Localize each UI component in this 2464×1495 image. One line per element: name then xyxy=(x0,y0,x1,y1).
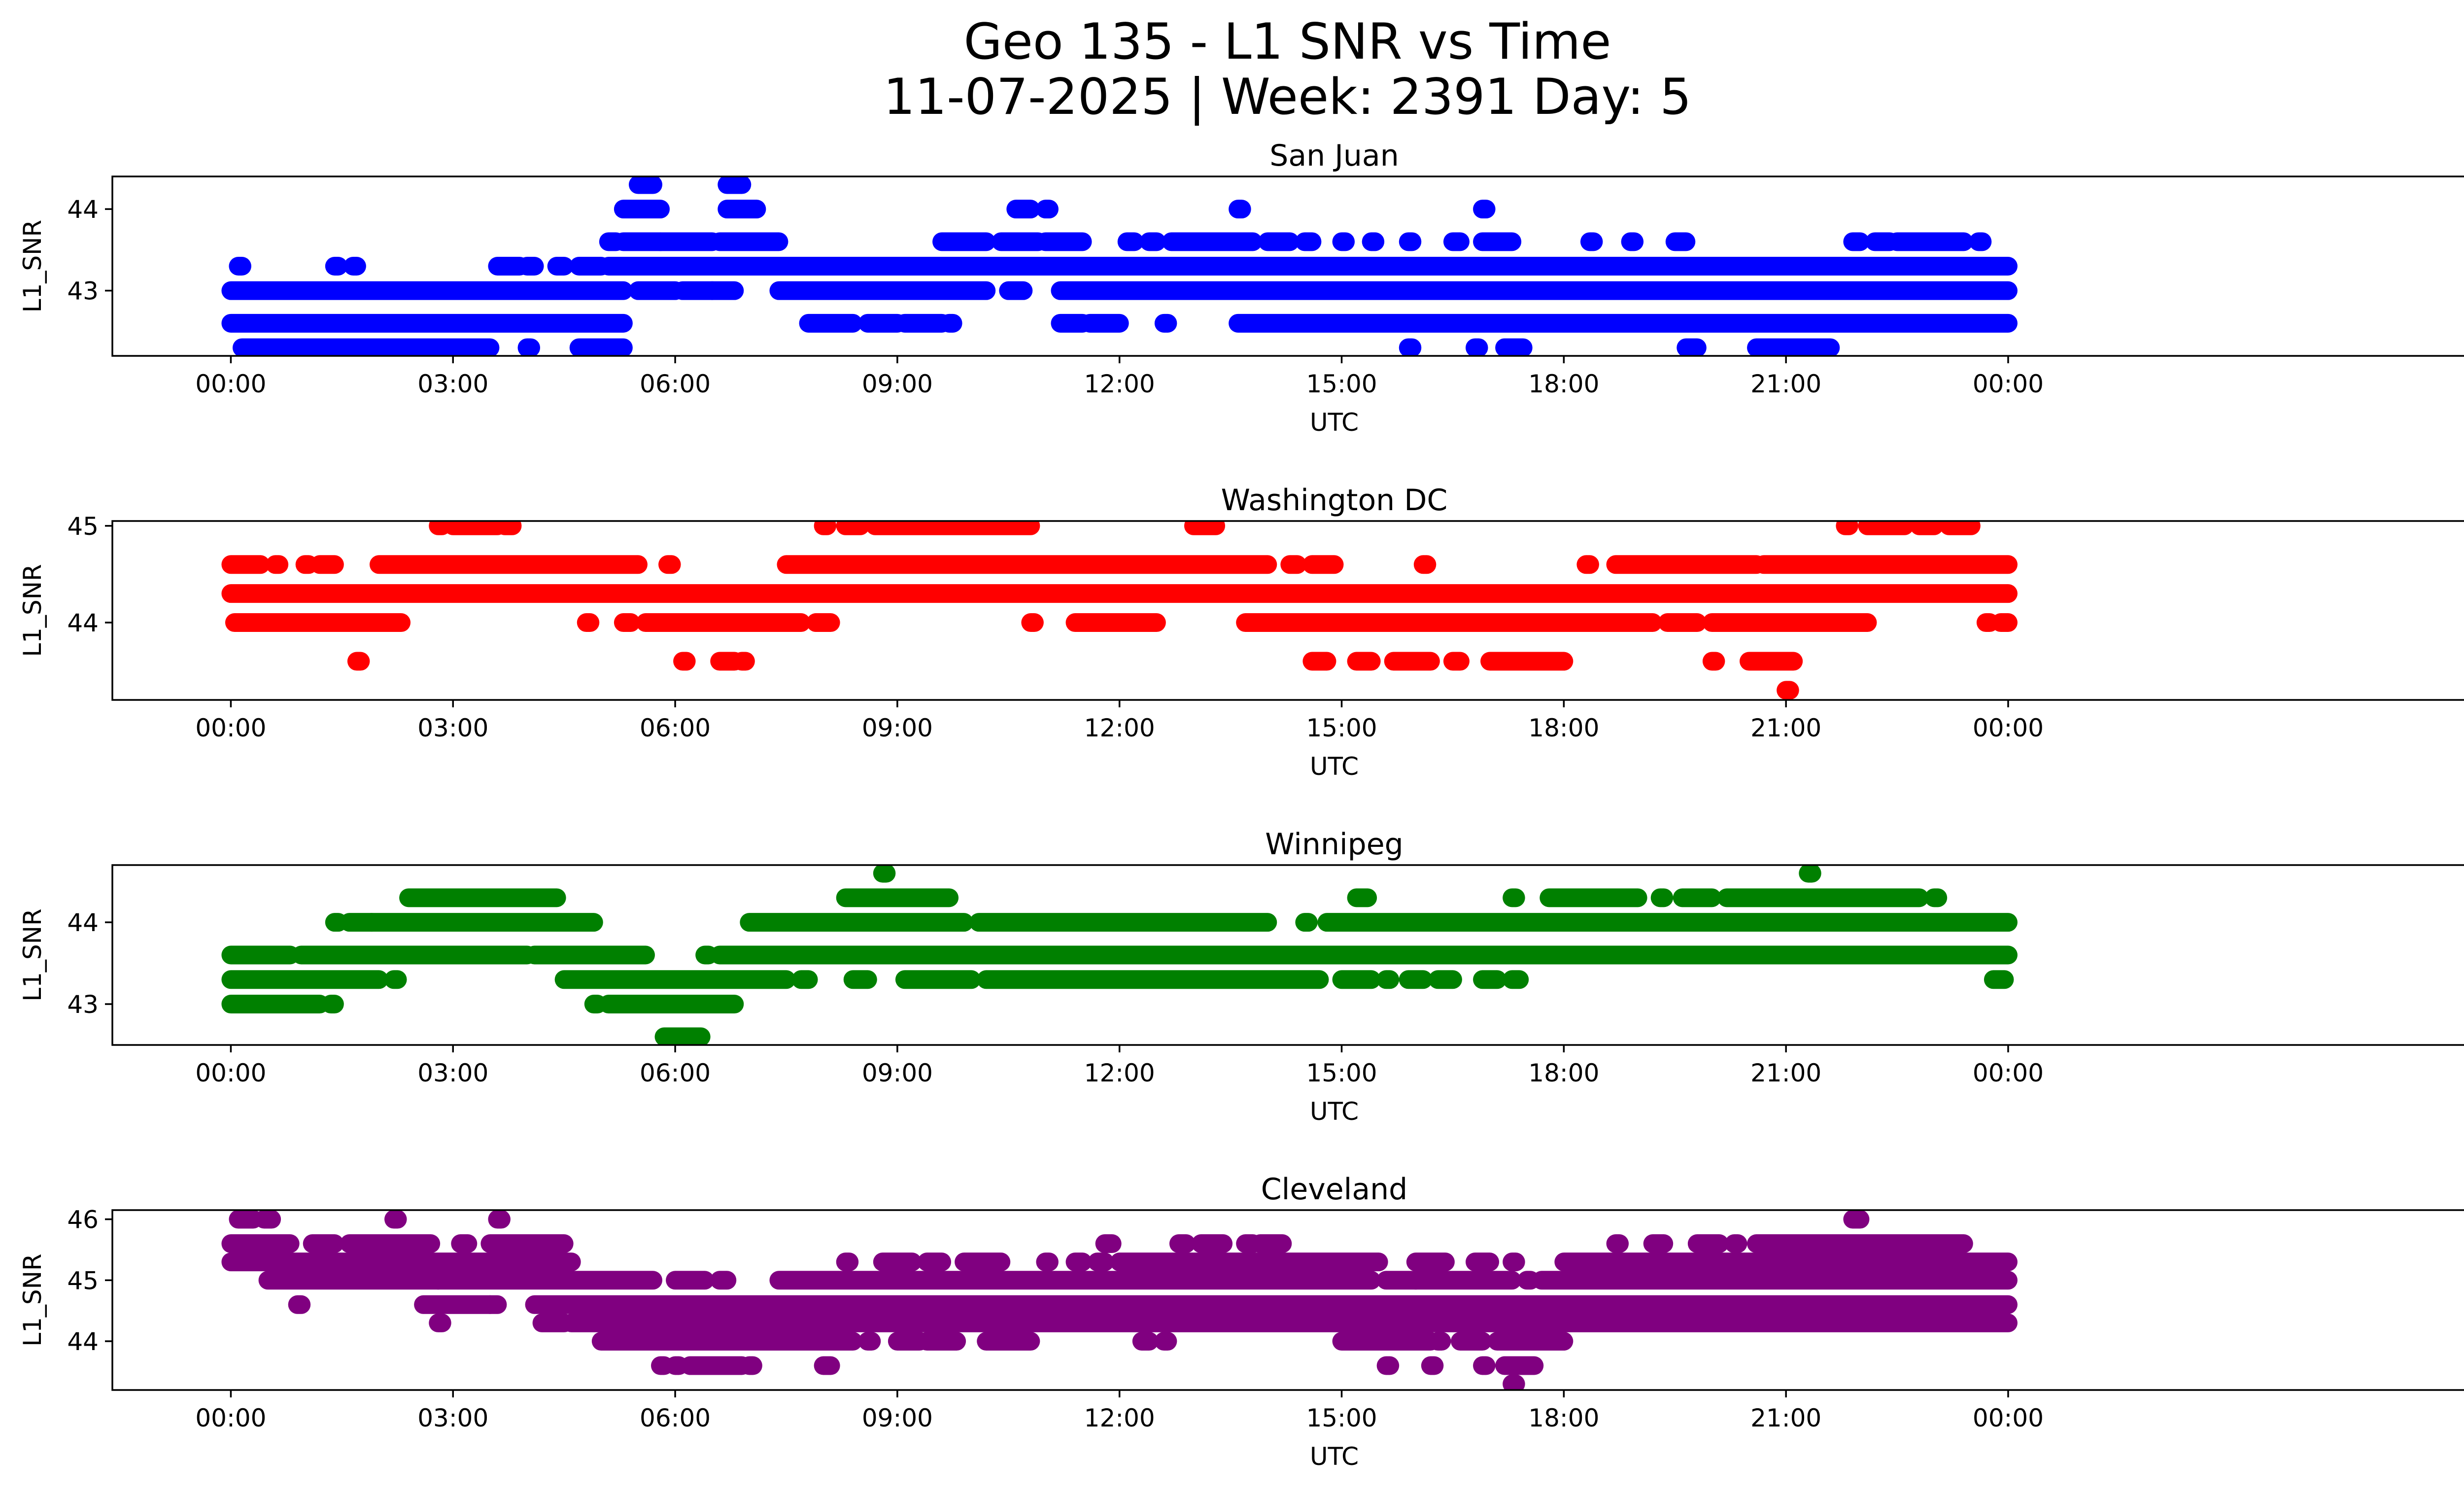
x-tick-label: 09:00 xyxy=(862,714,933,742)
x-tick-label: 12:00 xyxy=(1084,1059,1155,1087)
subplot-title: San Juan xyxy=(1269,139,1399,173)
subplot-title: Winnipeg xyxy=(1265,827,1403,862)
x-tick-label: 03:00 xyxy=(417,1404,488,1432)
subplot-0: 00:00 03:00 06:00 09:00 12:00 15:00 18:00 21:00… xyxy=(18,139,2464,437)
subplot-3: 00:00 03:00 06:00 09:00 12:00 15:00 18:00 21:00… xyxy=(18,1172,2464,1471)
axes-frame xyxy=(111,175,2464,357)
x-tick-label: 09:00 xyxy=(862,1059,933,1087)
x-tick-label: 00:00 xyxy=(1973,714,2044,742)
x-tick-label: 18:00 xyxy=(1528,370,1599,398)
figure-title-line1: Geo 135 - L1 SNR vs Time xyxy=(963,12,1611,70)
subplot-title: Washington DC xyxy=(1221,483,1448,518)
x-tick-label: 03:00 xyxy=(417,370,488,398)
x-tick-label: 21:00 xyxy=(1750,1059,1821,1087)
y-axis-label: L1_SNR xyxy=(18,564,47,657)
x-tick-label: 03:00 xyxy=(417,714,488,742)
x-tick-label: 15:00 xyxy=(1306,1059,1377,1087)
x-tick-label: 00:00 xyxy=(195,370,266,398)
axes-frame xyxy=(111,864,2464,1046)
axes-frame xyxy=(111,520,2464,701)
y-axis-label: L1_SNR xyxy=(18,1253,47,1347)
x-tick-label: 21:00 xyxy=(1750,370,1821,398)
x-tick-label: 03:00 xyxy=(417,1059,488,1087)
x-axis-label: UTC xyxy=(1310,1097,1359,1126)
series-markers xyxy=(221,865,2018,1045)
y-tick-label: 45 xyxy=(67,1266,99,1295)
x-tick-label: 00:00 xyxy=(1973,1059,2044,1087)
subplot-1: 00:00 03:00 06:00 09:00 12:00 15:00 18:00 21:00… xyxy=(18,483,2464,781)
subplot-title: Cleveland xyxy=(1261,1172,1407,1207)
x-tick-label: 21:00 xyxy=(1750,1404,1821,1432)
y-axis-label: L1_SNR xyxy=(18,908,47,1002)
x-axis-label: UTC xyxy=(1310,1442,1359,1471)
y-tick-label: 46 xyxy=(67,1206,99,1234)
y-tick-label: 44 xyxy=(67,195,99,224)
series-markers xyxy=(221,1210,2018,1390)
x-axis-label: UTC xyxy=(1310,408,1359,437)
x-tick-label: 06:00 xyxy=(640,714,711,742)
x-tick-label: 12:00 xyxy=(1084,714,1155,742)
x-tick-label: 09:00 xyxy=(862,370,933,398)
x-tick-label: 00:00 xyxy=(195,714,266,742)
x-tick-label: 00:00 xyxy=(195,1059,266,1087)
x-tick-label: 00:00 xyxy=(195,1404,266,1432)
x-tick-label: 21:00 xyxy=(1750,714,1821,742)
axes-frame xyxy=(111,1209,2464,1391)
y-tick-label: 44 xyxy=(67,908,99,937)
subplot-2: 00:00 03:00 06:00 09:00 12:00 15:00 18:00 21:00… xyxy=(18,827,2464,1126)
x-tick-label: 15:00 xyxy=(1306,714,1377,742)
series-markers xyxy=(221,176,2018,356)
figure-title-line2: 11-07-2025 | Week: 2391 Day: 5 xyxy=(883,68,1692,126)
x-tick-label: 18:00 xyxy=(1528,1404,1599,1432)
y-tick-label: 43 xyxy=(67,990,99,1019)
x-tick-label: 15:00 xyxy=(1306,370,1377,398)
y-axis-label: L1_SNR xyxy=(18,220,47,313)
x-tick-label: 09:00 xyxy=(862,1404,933,1432)
x-tick-label: 00:00 xyxy=(1973,370,2044,398)
x-tick-label: 18:00 xyxy=(1528,714,1599,742)
y-tick-label: 44 xyxy=(67,1327,99,1356)
y-tick-label: 45 xyxy=(67,512,99,541)
y-tick-label: 44 xyxy=(67,609,99,637)
x-tick-label: 06:00 xyxy=(640,370,711,398)
x-tick-label: 12:00 xyxy=(1084,1404,1155,1432)
x-axis-label: UTC xyxy=(1310,752,1359,781)
x-tick-label: 15:00 xyxy=(1306,1404,1377,1432)
y-tick-label: 43 xyxy=(67,277,99,306)
x-tick-label: 00:00 xyxy=(1973,1404,2044,1432)
series-markers xyxy=(221,521,2018,700)
x-tick-label: 06:00 xyxy=(640,1404,711,1432)
x-tick-label: 18:00 xyxy=(1528,1059,1599,1087)
x-tick-label: 12:00 xyxy=(1084,370,1155,398)
x-tick-label: 06:00 xyxy=(640,1059,711,1087)
